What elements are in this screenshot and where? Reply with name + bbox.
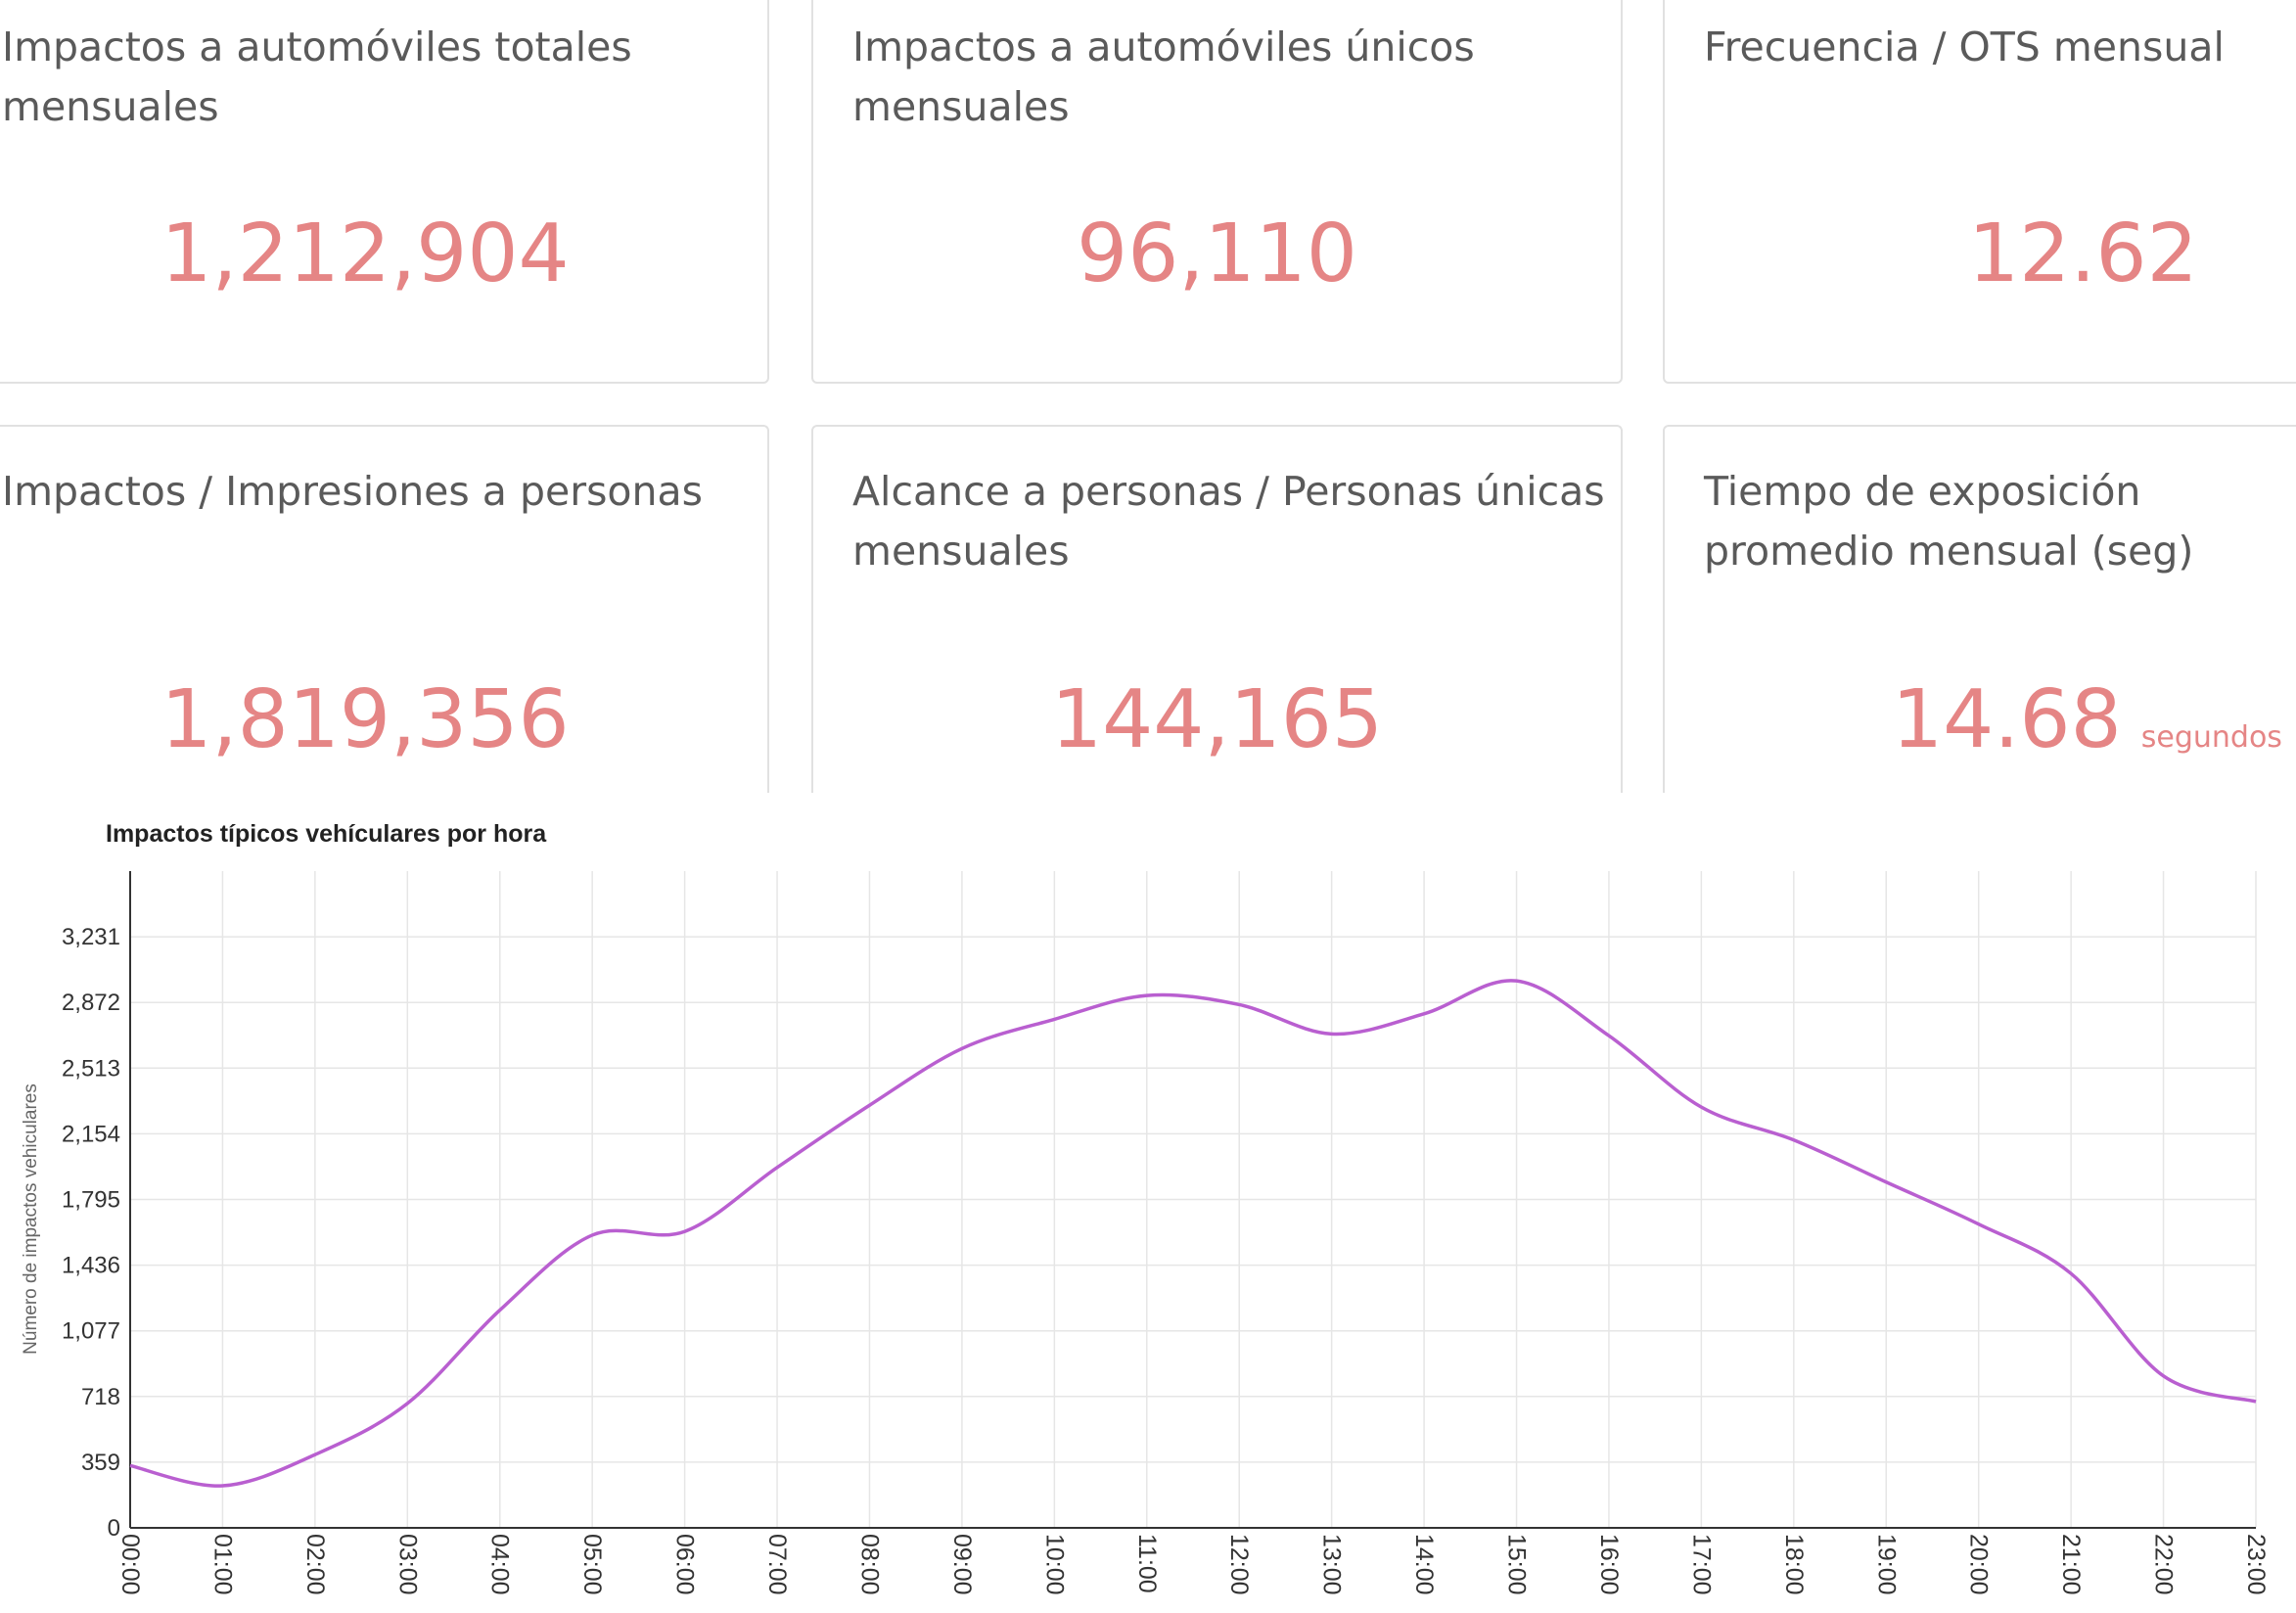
kpi-title: Tiempo de exposición promedio mensual (s…: [1704, 468, 2194, 575]
kpi-value: 14.68: [1892, 673, 2122, 766]
y-axis-label: Número de impactos vehiculares: [21, 1083, 41, 1355]
x-tick-label: 00:00: [116, 1534, 144, 1595]
x-tick-label: 21:00: [2057, 1534, 2085, 1595]
x-tick-label: 11:00: [1133, 1534, 1161, 1593]
kpi-card-person-reach: Alcance a personas / Personas únicas men…: [811, 425, 1623, 836]
kpi-value: 12.62: [1968, 207, 2198, 300]
x-tick-label: 23:00: [2242, 1534, 2270, 1595]
x-tick-label: 16:00: [1595, 1534, 1623, 1595]
x-tick-label: 01:00: [208, 1534, 236, 1595]
kpi-card-person-impressions: Impactos / Impresiones a personas 1,819,…: [0, 425, 769, 836]
kpi-card-exposure-time: Tiempo de exposición promedio mensual (s…: [1663, 425, 2296, 836]
y-tick-label: 718: [81, 1384, 120, 1410]
y-tick-label: 1,077: [62, 1318, 120, 1345]
y-tick-label: 2,154: [62, 1121, 120, 1147]
y-tick-label: 1,436: [62, 1253, 120, 1279]
y-axis-ticks: 0 359 718 1,077 1,436 1,795 2,154 2,513 2,872 3,2…: [62, 924, 120, 1542]
kpi-card-total-car-impacts: Impactos a automóviles totales mensuales…: [0, 0, 769, 384]
y-tick-label: 3,231: [62, 924, 120, 950]
x-tick-label: 02:00: [301, 1534, 329, 1595]
x-tick-label: 18:00: [1780, 1534, 1808, 1595]
x-tick-label: 07:00: [763, 1534, 791, 1595]
x-axis-ticks: 00:00 01:00 02:00 03:00 04:00 05:00 06:00 07:00…: [116, 1534, 2270, 1595]
x-tick-label: 12:00: [1225, 1534, 1253, 1595]
kpi-title: Impactos / Impresiones a personas: [2, 468, 703, 515]
kpi-value: 96,110: [1077, 207, 1357, 300]
kpi-unit: segundos: [2140, 720, 2282, 755]
chart-axes: [129, 871, 2256, 1529]
x-tick-label: 10:00: [1040, 1534, 1068, 1595]
kpi-title: Impactos a automóviles totales mensuales: [2, 23, 632, 130]
x-tick-label: 05:00: [578, 1534, 606, 1595]
kpi-title: Impactos a automóviles únicos mensuales: [852, 23, 1475, 130]
kpi-value: 1,212,904: [161, 207, 570, 300]
series-line: [129, 979, 2257, 1488]
y-tick-label: 359: [81, 1450, 120, 1476]
y-tick-label: 0: [108, 1515, 120, 1542]
chart-grid: [130, 871, 2257, 1528]
x-tick-label: 03:00: [393, 1534, 421, 1595]
x-tick-label: 20:00: [1965, 1534, 1993, 1595]
y-tick-label: 2,513: [62, 1055, 120, 1082]
x-tick-label: 04:00: [486, 1534, 514, 1595]
x-tick-label: 08:00: [855, 1534, 883, 1595]
x-tick-label: 09:00: [948, 1534, 976, 1595]
kpi-title: Alcance a personas / Personas únicas men…: [852, 468, 1605, 575]
kpi-card-unique-car-impacts: Impactos a automóviles únicos mensuales …: [811, 0, 1623, 384]
y-tick-label: 2,872: [62, 990, 120, 1016]
kpi-title: Frecuencia / OTS mensual: [1704, 23, 2225, 70]
x-tick-label: 22:00: [2150, 1534, 2178, 1595]
x-tick-label: 15:00: [1503, 1534, 1531, 1595]
chart-title: Impactos típicos vehículares por hora: [106, 820, 547, 848]
kpi-value: 144,165: [1050, 673, 1384, 766]
y-tick-label: 1,795: [62, 1187, 120, 1214]
kpi-card-frequency: Frecuencia / OTS mensual 12.62: [1663, 0, 2296, 384]
x-tick-label: 19:00: [1872, 1534, 1900, 1595]
kpi-value: 1,819,356: [161, 673, 570, 766]
x-tick-label: 13:00: [1318, 1534, 1346, 1595]
chart-canvas: Impactos típicos vehículares por hora 03…: [21, 820, 2270, 1595]
kpi-value-with-unit: 14.68 segundos: [1665, 671, 2296, 787]
x-tick-label: 14:00: [1410, 1534, 1438, 1595]
x-tick-label: 06:00: [671, 1534, 699, 1595]
x-tick-label: 17:00: [1687, 1534, 1715, 1595]
